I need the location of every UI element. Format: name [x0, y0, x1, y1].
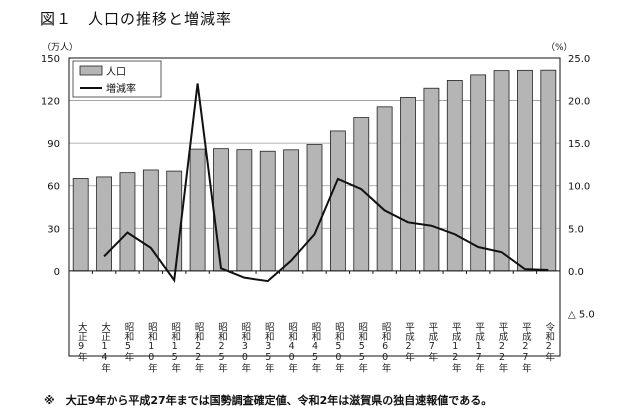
bar-population: [166, 170, 183, 272]
right-tick-label: 0.0: [568, 267, 584, 278]
bar-population: [119, 172, 136, 272]
bar-population: [329, 130, 346, 272]
bar-population: [283, 149, 300, 272]
right-tick-label: 10.0: [568, 182, 590, 193]
x-tick-label: 昭和55年: [356, 322, 368, 373]
bar-population: [189, 148, 206, 272]
x-tick-label: 平成27年: [519, 322, 531, 373]
bar-population: [493, 70, 510, 272]
right-tick-label: 25.0: [568, 54, 590, 65]
x-tick-label: 大正14年: [99, 322, 111, 373]
left-tick-label: 120: [41, 97, 60, 108]
x-tick-label: 昭和40年: [286, 322, 298, 373]
x-tick-label: 平成2年: [403, 322, 415, 362]
left-tick-label: 90: [47, 139, 60, 150]
bar-population: [96, 176, 112, 272]
bar-population: [470, 74, 487, 272]
x-tick-label: 平成17年: [473, 322, 485, 373]
line-growth-rate: [103, 83, 549, 283]
right-tick-label: 5.0: [568, 224, 584, 235]
chart-title: 図１ 人口の推移と増減率: [40, 10, 233, 28]
left-axis-unit: （万人）: [42, 42, 78, 53]
legend-label-population: 人口: [106, 66, 126, 78]
left-tick-label: 30: [47, 224, 60, 235]
bar-population: [446, 80, 463, 272]
legend-swatch-population: [79, 65, 103, 76]
x-tick-label: 昭和60年: [379, 322, 391, 373]
plot-area-border: [68, 57, 561, 357]
bar-population: [540, 69, 557, 272]
bar-population: [423, 87, 440, 272]
x-tick-label: 昭和25年: [215, 322, 227, 373]
right-tick-label: 15.0: [568, 139, 590, 150]
bar-population: [213, 148, 229, 272]
bar-population: [72, 178, 89, 272]
bar-population: [517, 69, 533, 272]
x-tick-label: 昭和35年: [262, 322, 274, 373]
x-tick-label: 昭和45年: [309, 322, 321, 373]
x-tick-label: 平成7年: [426, 322, 438, 362]
x-tick-label: 昭和30年: [239, 322, 251, 373]
x-tick-label: 平成22年: [496, 322, 508, 373]
bar-population: [236, 149, 253, 272]
x-tick-label: 昭和15年: [169, 322, 181, 373]
left-tick-label: 150: [41, 54, 60, 65]
bar-population: [400, 97, 416, 272]
x-tick-label: 平成12年: [449, 322, 461, 373]
x-tick-label: 昭和50年: [332, 322, 344, 373]
x-tick-label: 昭和10年: [145, 322, 157, 373]
bar-population: [376, 106, 393, 272]
bar-population: [306, 144, 323, 272]
right-tick-label: △ 5.0: [568, 309, 595, 320]
left-tick-label: 60: [47, 182, 60, 193]
left-tick-label: 0: [54, 267, 60, 278]
x-tick-label: 昭和5年: [122, 322, 134, 362]
right-tick-label: 20.0: [568, 97, 590, 108]
bar-population: [259, 150, 276, 272]
x-tick-label: 大正9年: [75, 322, 87, 362]
x-tick-label: 令和2年: [543, 322, 555, 362]
x-tick-label: 昭和22年: [192, 322, 204, 373]
legend-label-growth-rate: 増減率: [106, 82, 136, 95]
right-axis-unit: （%）: [546, 42, 573, 53]
footnote: ※ 大正9年から平成27年までは国勢調査確定値、令和2年は滋賀県の独自速報値であ…: [44, 394, 493, 407]
